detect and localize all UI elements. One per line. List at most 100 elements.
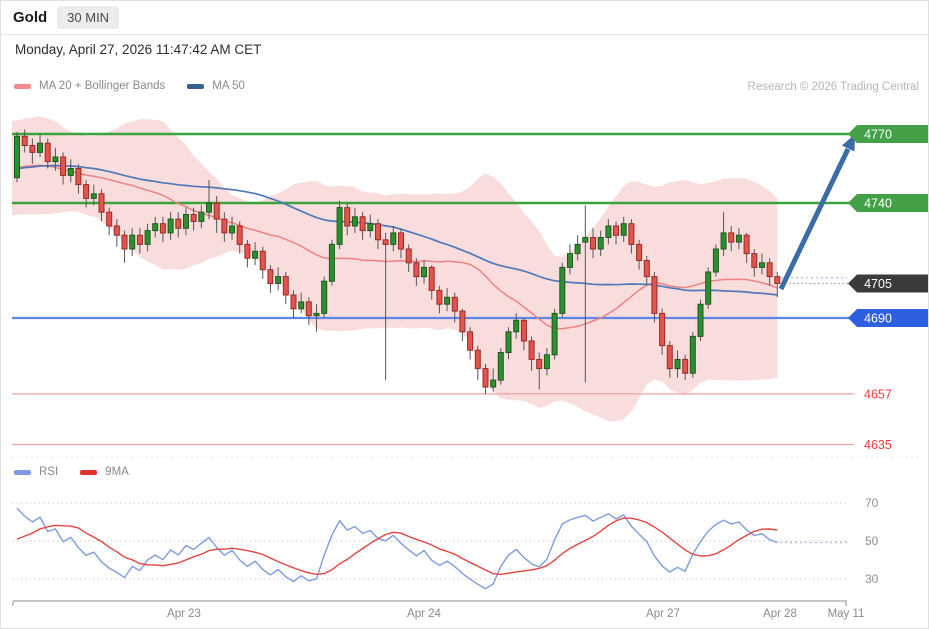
legend-item[interactable]: RSI [14,466,58,478]
candle-up [351,216,358,227]
legend-swatch-icon [14,469,31,475]
candle-up [14,135,20,179]
candle-down [136,234,143,245]
analysis-datetime: Monday, April 27, 2026 11:47:42 AM CET [15,42,262,57]
candle-down [628,223,635,245]
candle-down [21,135,28,147]
candle-down [467,331,474,351]
resistance-tag-label: 4740 [864,196,892,210]
candle-down [259,250,266,271]
candle-up [497,352,504,381]
minor-support-label: 4635 [864,438,892,452]
resistance-tag [848,125,928,143]
rsi-tick-label: 70 [865,496,879,510]
candle-down [106,211,113,227]
candle-up [252,250,259,259]
candle-up [421,266,427,278]
candle-down [643,260,650,278]
candle-up [183,214,189,229]
candle-down [29,145,36,153]
instrument-title: Gold [13,9,48,26]
candle-up [37,142,43,153]
x-axis-label: Apr 23 [167,608,201,620]
candle-down [382,239,389,245]
candle-down [305,301,312,317]
candle-down [659,312,666,347]
candle-down [267,269,274,285]
legend-item[interactable]: 9MA [80,466,129,478]
candle-up [689,335,696,374]
legend-label: RSI [39,466,59,478]
legend-swatch-icon [14,83,31,89]
candle-up [720,232,727,250]
candle-down [244,243,251,259]
rsi-tick-label: 30 [865,572,879,586]
candle-down [213,202,220,220]
candle-down [682,358,689,374]
candle-down [474,349,481,370]
candle-down [290,294,297,310]
candle-down [536,358,543,370]
candle-up [328,243,335,282]
candle-down [359,216,366,232]
support-tag [848,309,928,327]
candle-up [321,280,328,314]
candle-down [121,234,128,250]
candle-up [597,237,604,250]
candle-up [759,262,765,268]
candle-up [574,243,581,255]
candle-down [636,243,643,261]
candle-up [490,379,497,388]
ma50-line [16,164,778,296]
timeframe-badge[interactable]: 30 MIN [57,6,120,29]
candle-down [743,234,750,255]
candle-down [175,218,182,229]
candle-down [413,262,420,278]
candle-up [390,232,397,245]
candle-up [52,156,59,163]
candle-up [229,225,235,234]
bollinger-band-area [12,116,778,422]
resistance-tag-label: 4770 [864,127,892,141]
candle-down [590,237,596,250]
legend-item[interactable]: MA 50 [187,80,245,92]
x-axis-label: May 11 [828,608,865,620]
support-tag-label: 4690 [864,311,892,325]
legend-label: MA 50 [212,80,245,92]
chart-header: Gold 30 MIN [1,1,928,35]
candle-down [774,276,781,285]
candle-down [482,368,489,388]
candle-down [83,184,90,199]
candles-group [14,129,781,394]
candle-up [313,312,320,317]
candle-down [766,262,773,278]
x-axis-label: Apr 28 [763,608,797,620]
resistance-tag [848,194,928,212]
candle-down [344,207,351,227]
candle-up [735,234,742,243]
candle-up [705,271,712,305]
candle-down [375,223,381,241]
candle-up [559,266,566,314]
candle-down [436,289,443,305]
candle-up [275,276,282,285]
bullish-scenario-arrow [778,147,851,291]
candle-up [620,223,627,236]
candle-down [451,296,458,312]
candle-up [206,202,212,213]
legend-item[interactable]: MA 20 + Bollinger Bands [14,80,165,92]
pivot-tag [848,274,928,293]
candle-down [751,253,758,268]
x-axis-label: Apr 24 [407,608,441,620]
candle-up [582,237,589,243]
rsi-legend: RSI 9MA [14,466,129,478]
candle-up [152,223,159,232]
candle-down [728,232,735,243]
candle-up [513,319,520,333]
pivot-tag-label: 4705 [864,277,892,291]
candle-up [336,207,343,245]
legend-label: MA 20 + Bollinger Bands [39,80,166,92]
candle-up [674,358,681,370]
